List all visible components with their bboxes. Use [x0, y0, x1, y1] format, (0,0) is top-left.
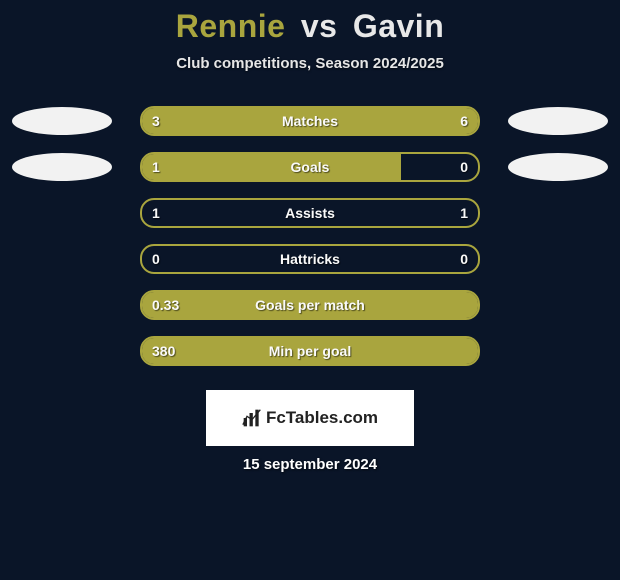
stats-rows: 36Matches 10Goals 11Assists 00Hattricks 0.33… — [0, 106, 620, 366]
bar-chart-icon — [242, 408, 262, 428]
stat-row: 11Assists — [0, 198, 620, 228]
stat-row: 0.33Goals per match — [0, 290, 620, 320]
stat-label: Matches — [142, 108, 478, 134]
stat-row: 380Min per goal — [0, 336, 620, 366]
comparison-title: Rennie vs Gavin — [0, 0, 620, 45]
player-left-marker — [12, 107, 112, 135]
stat-label: Min per goal — [142, 338, 478, 364]
stat-label: Goals per match — [142, 292, 478, 318]
stat-bar: 380Min per goal — [140, 336, 480, 366]
logo-text: FcTables.com — [266, 408, 378, 428]
player-left-name: Rennie — [176, 8, 286, 44]
stat-row: 36Matches — [0, 106, 620, 136]
stat-row: 00Hattricks — [0, 244, 620, 274]
vs-label: vs — [301, 8, 338, 44]
stat-label: Goals — [142, 154, 478, 180]
stat-row: 10Goals — [0, 152, 620, 182]
stat-bar: 0.33Goals per match — [140, 290, 480, 320]
player-right-marker — [508, 107, 608, 135]
stat-bar: 36Matches — [140, 106, 480, 136]
stat-label: Assists — [142, 200, 478, 226]
subtitle: Club competitions, Season 2024/2025 — [0, 55, 620, 72]
stat-bar: 10Goals — [140, 152, 480, 182]
date-line: 15 september 2024 — [0, 456, 620, 473]
stat-bar: 00Hattricks — [140, 244, 480, 274]
player-right-name: Gavin — [353, 8, 444, 44]
stat-bar: 11Assists — [140, 198, 480, 228]
logo-badge: FcTables.com — [206, 390, 414, 446]
player-right-marker — [508, 153, 608, 181]
logo-text-wrap: FcTables.com — [242, 408, 378, 428]
player-left-marker — [12, 153, 112, 181]
stat-label: Hattricks — [142, 246, 478, 272]
